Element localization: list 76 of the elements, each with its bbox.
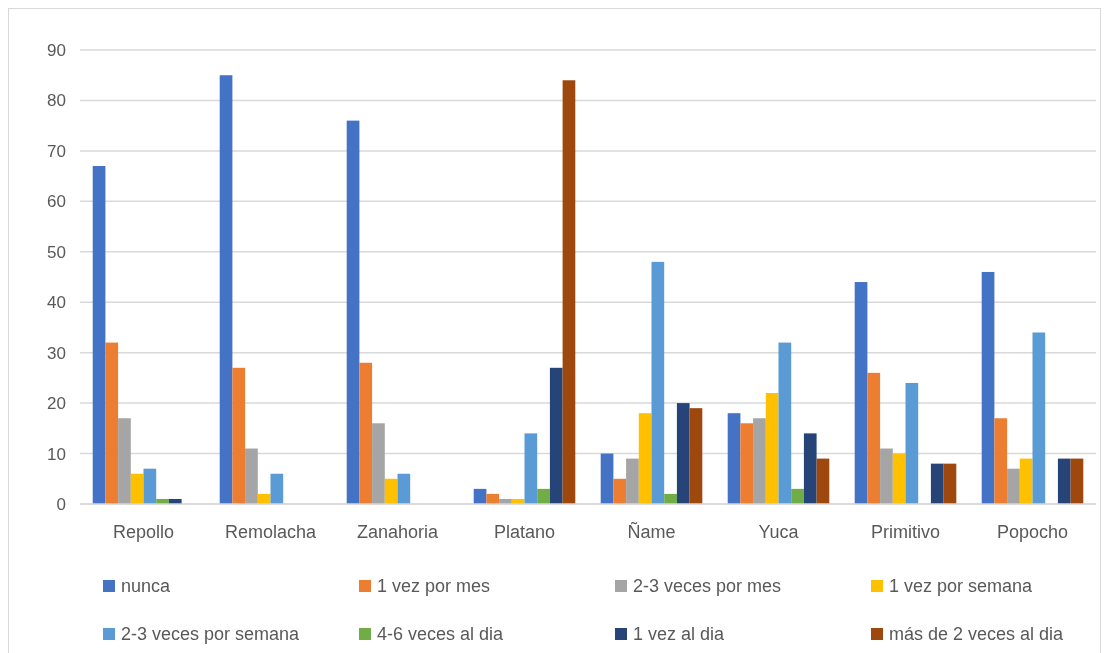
legend-label: 1 vez por semana [889,576,1034,597]
bar [486,493,500,504]
x-tick-label: Zanahoria [356,522,440,542]
bar [905,382,919,504]
bar [753,418,766,504]
bar [803,433,817,504]
y-tick-label: 60 [47,192,66,212]
bar [562,80,576,504]
y-tick-label: 20 [47,394,66,414]
bar [1057,458,1071,504]
bar [638,413,652,504]
x-tick-label: Platano [493,522,556,542]
legend-label: 1 vez al dia [633,624,726,645]
bar [981,271,995,504]
bar [600,453,614,504]
legend-label: 4-6 veces al dia [377,624,505,645]
legend-label: más de 2 veces al dia [889,624,1065,645]
bar [727,413,741,504]
bar [219,75,233,504]
legend-label: 2-3 veces por semana [121,624,301,645]
bar [397,473,411,504]
bar [994,418,1008,504]
bar [130,473,144,504]
bar [270,473,284,504]
bar [1070,458,1084,504]
y-tick-label: 50 [47,242,66,262]
bar [359,362,373,504]
bar [346,120,360,504]
bar [92,166,106,504]
bar [118,418,131,504]
y-tick-label: 70 [47,141,66,161]
bar [537,488,550,504]
legend-label: nunca [121,576,172,597]
bar [1007,468,1020,504]
y-tick-label: 10 [47,444,66,464]
bar [372,423,385,504]
bar [613,478,627,504]
bar [854,282,868,504]
x-tick-label: Remolacha [224,522,318,542]
bar [549,367,563,504]
y-tick-label: 0 [56,494,66,514]
bar [232,367,246,504]
legend-label: 2-3 veces por mes [633,576,782,597]
bar [245,448,258,504]
bar [880,448,893,504]
bar [943,463,957,504]
bar [626,458,639,504]
x-tick-label: Repollo [112,522,175,542]
bar [791,488,804,504]
x-tick-label: Popocho [996,522,1069,542]
x-tick-label: Primitivo [870,522,941,542]
y-tick-label: 90 [47,40,66,60]
y-tick-label: 30 [47,343,66,363]
bar [143,468,157,504]
bar [384,478,398,504]
x-tick-label: Ñame [627,521,676,542]
bar [676,403,690,504]
bar [1032,332,1046,504]
y-tick-label: 40 [47,293,66,313]
bar [651,261,665,504]
bar [740,423,754,504]
bar [778,342,792,504]
bar [664,493,677,504]
bar [816,458,830,504]
bar [1019,458,1033,504]
bar [689,408,703,504]
y-tick-label: 80 [47,91,66,111]
legend-label: 1 vez por mes [377,576,491,597]
bar [524,433,538,504]
x-tick-label: Yuca [758,522,800,542]
bar [765,393,779,504]
bar [105,342,119,504]
bar [892,453,906,504]
bar [930,463,944,504]
bar [867,372,881,504]
bar [257,493,271,504]
